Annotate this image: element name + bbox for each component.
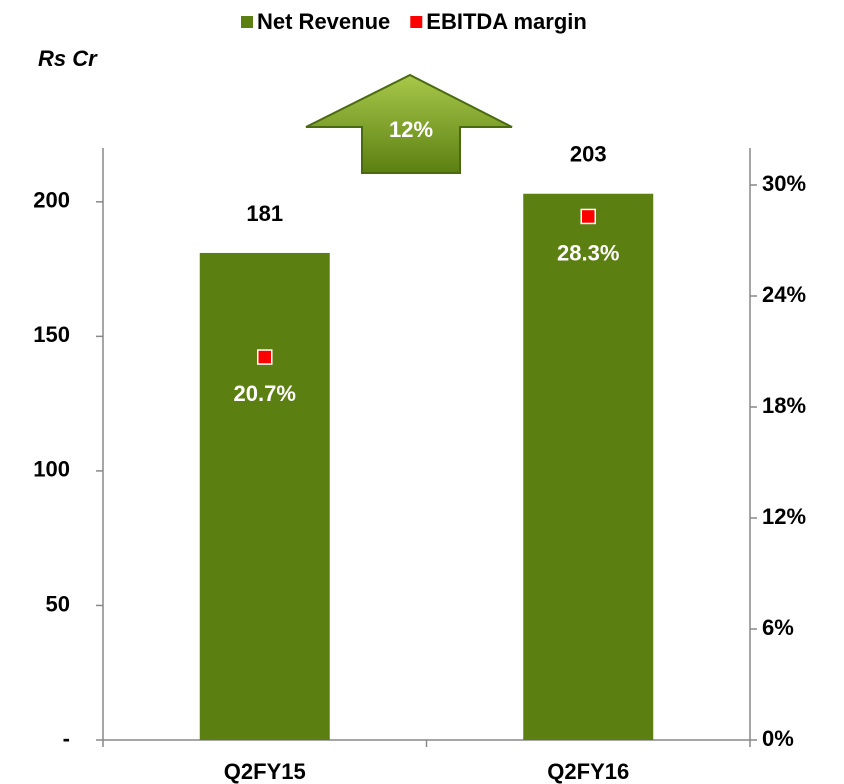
bar-label: 203 [570, 142, 607, 167]
legend-label: Net Revenue [257, 9, 390, 34]
bar [523, 193, 654, 740]
y2-tick-label: 18% [762, 393, 806, 418]
y-tick-label: 200 [33, 188, 70, 213]
x-tick-label: Q2FY16 [547, 759, 629, 784]
y2-tick-label: 0% [762, 726, 794, 751]
legend-label: EBITDA margin [426, 9, 587, 34]
y-axis-label: Rs Cr [38, 46, 98, 71]
legend-swatch [241, 16, 253, 28]
y-tick-label: 100 [33, 457, 70, 482]
annotation: 12% [389, 117, 433, 142]
y2-tick-label: 12% [762, 504, 806, 529]
y2-tick-label: 24% [762, 282, 806, 307]
bar-label: 181 [246, 201, 283, 226]
marker-label: 20.7% [234, 381, 296, 406]
growth-arrow [305, 73, 513, 174]
y-tick-label: 150 [33, 322, 70, 347]
y2-tick-label: 30% [762, 171, 806, 196]
y-tick-label: 50 [46, 591, 70, 616]
marker-label: 28.3% [557, 240, 619, 265]
marker [257, 349, 273, 365]
y2-tick-label: 6% [762, 615, 794, 640]
x-tick-label: Q2FY15 [224, 759, 306, 784]
legend-swatch [410, 16, 423, 28]
y-tick-label: - [63, 726, 70, 751]
marker [580, 208, 596, 225]
bar [199, 252, 330, 741]
